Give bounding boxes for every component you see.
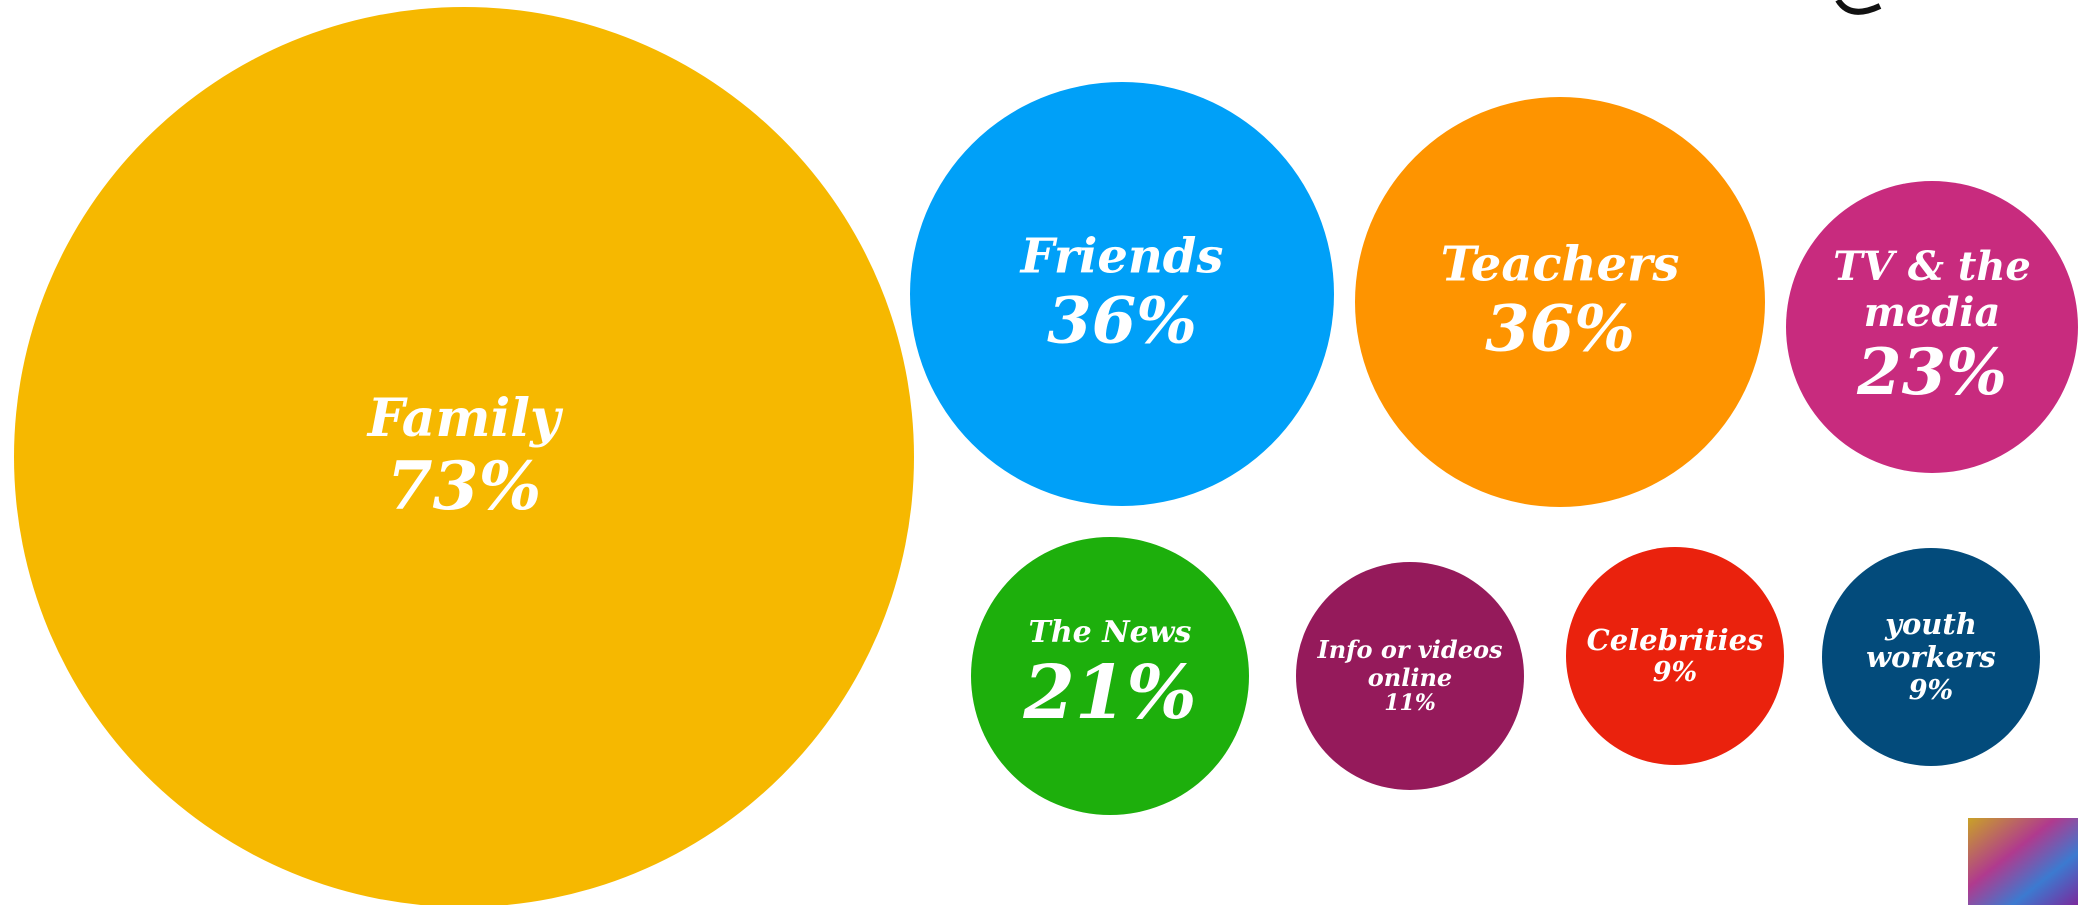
category-label: Friends [1020,228,1224,285]
bubble-label: Celebrities 9% [1575,622,1775,689]
value-label: 9% [1652,657,1698,689]
bubble-label: Teachers 36% [1410,236,1710,367]
category-label: TV & the media [1833,243,2031,337]
value-label: 11% [1384,689,1436,716]
value-label: 23% [1857,335,2007,411]
category-label: Teachers [1440,236,1680,293]
logo [1968,818,2078,905]
bubble-label: Family 73% [314,389,614,525]
bubble [1355,97,1765,507]
bubble [910,82,1334,506]
bubble-label: Info or videos online 11% [1315,634,1505,716]
value-label: 36% [1047,283,1197,359]
bubble-label: TV & the media 23% [1832,244,2032,410]
category-label: The News [1028,615,1192,651]
category-label: Celebrities [1586,622,1764,657]
bubble [1822,548,2040,766]
category-label: Family [367,388,561,450]
bubble-label: Friends 36% [972,228,1272,359]
value-label: 21% [1023,649,1197,736]
bubble-label: The News 21% [1000,616,1220,736]
category-label: Info or videos online [1317,634,1503,692]
bubble [1296,562,1524,790]
bubble [1566,547,1784,765]
value-label: 9% [1908,674,1954,706]
decoration [1835,0,1882,15]
bubble [971,537,1249,815]
bubble [14,7,914,905]
value-label: 36% [1485,291,1635,367]
category-label: youth workers [1866,607,1996,675]
bubble [1786,181,2078,473]
bubble-label: youth workers 9% [1866,608,1996,706]
value-label: 73% [386,446,542,525]
